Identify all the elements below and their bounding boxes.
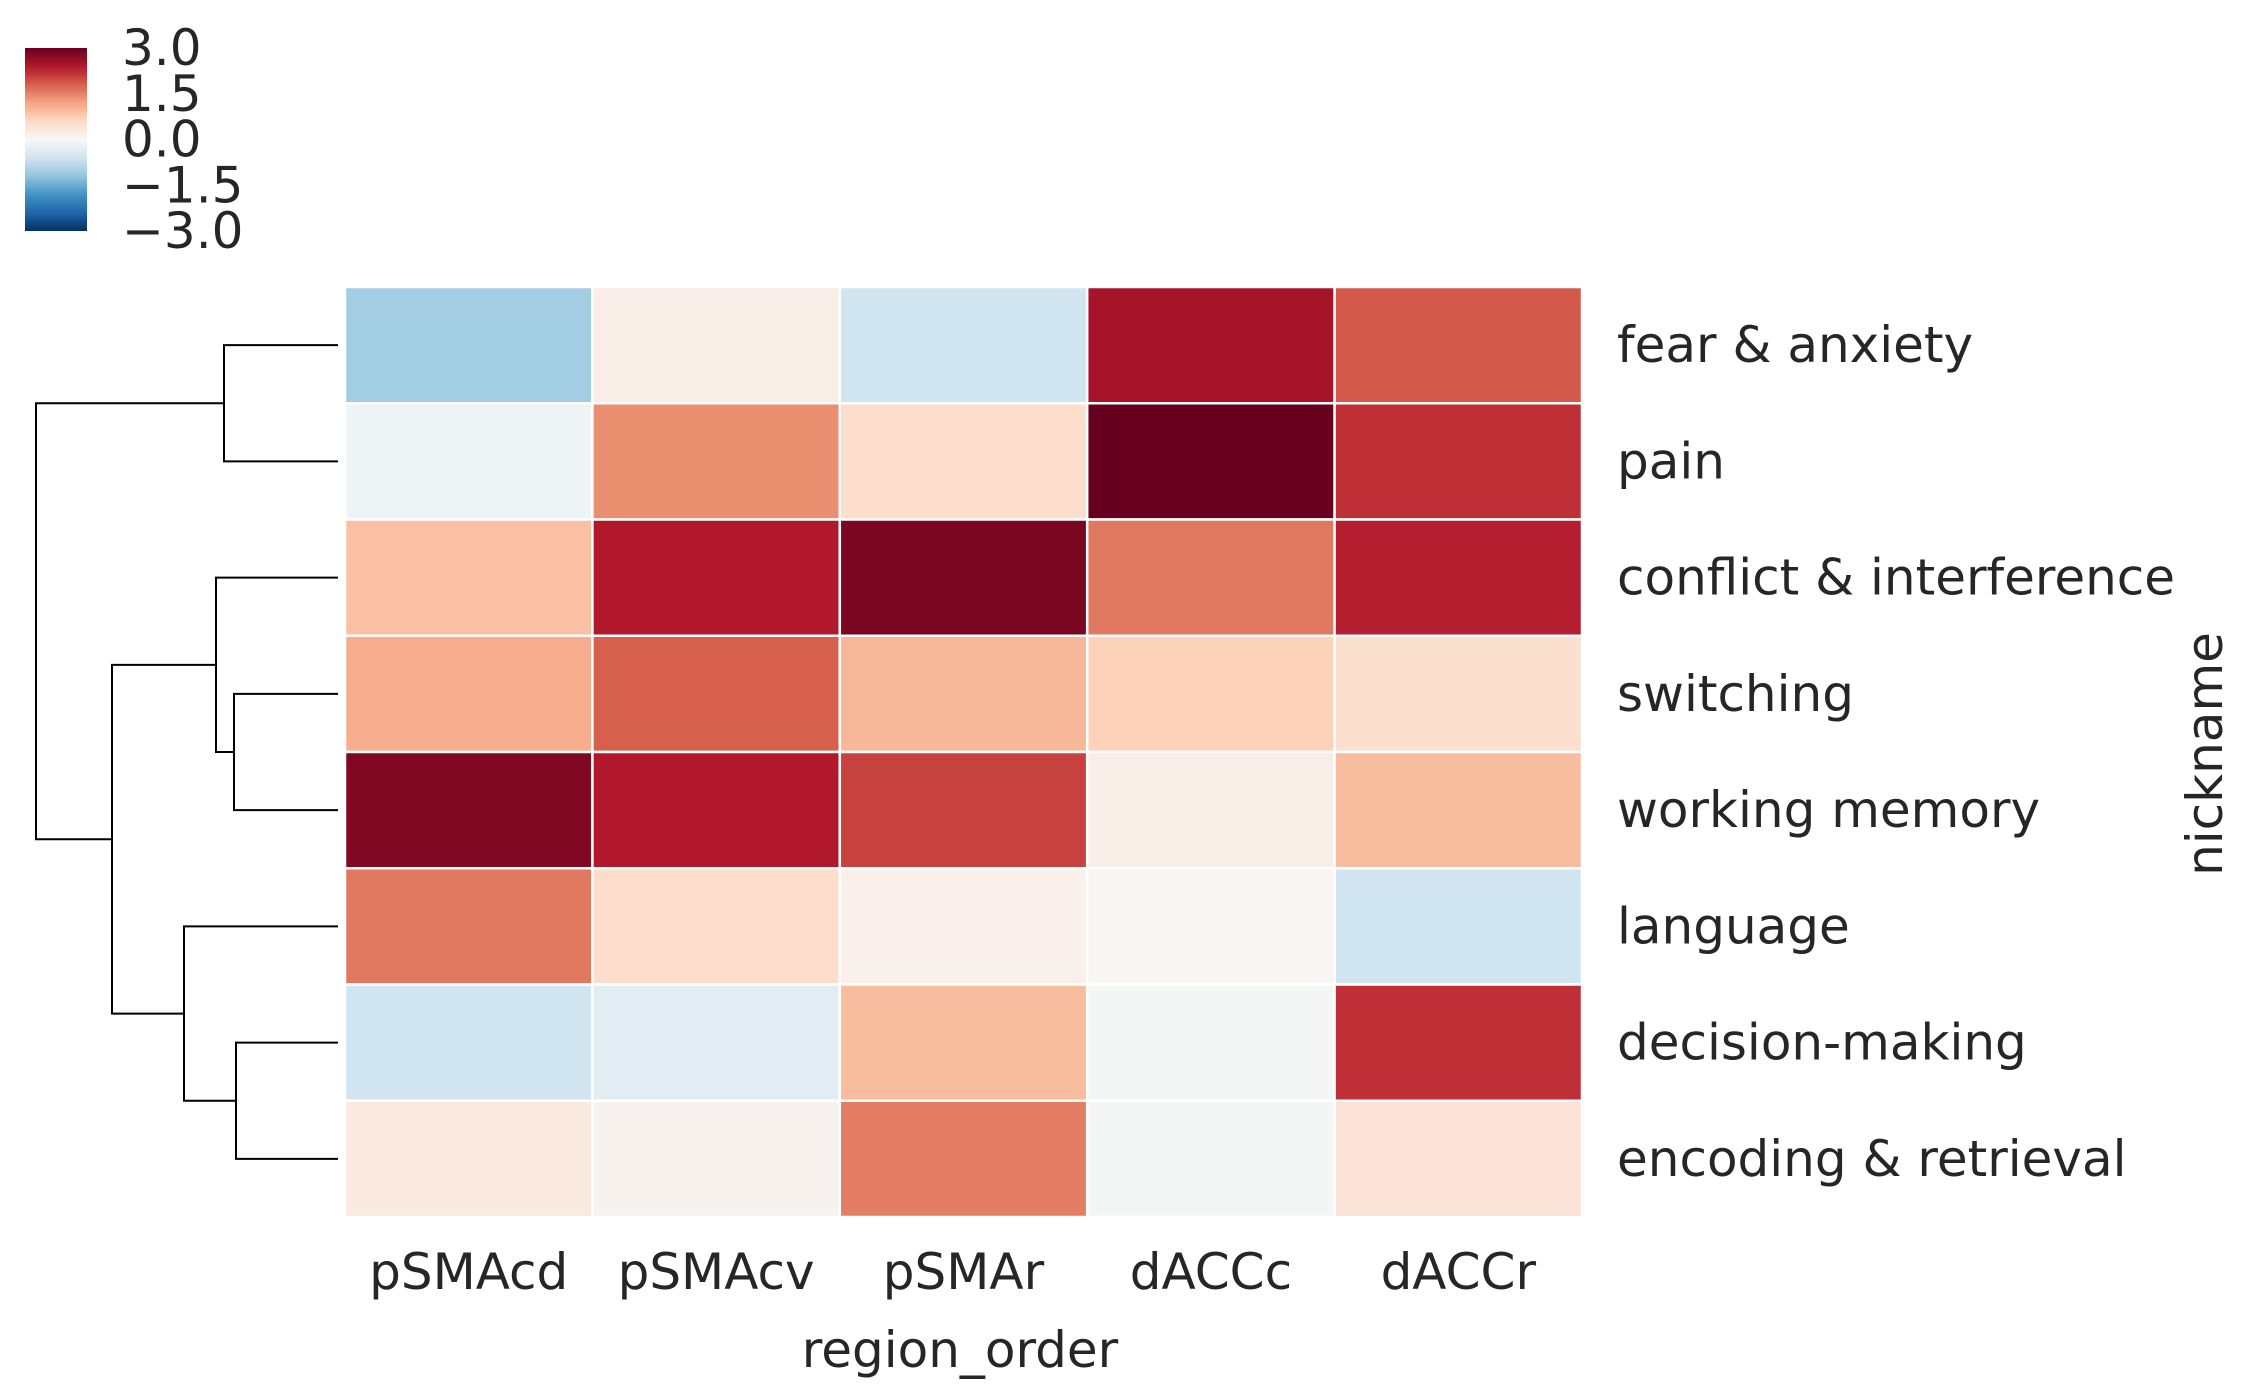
row-dendrogram <box>35 344 338 1160</box>
heatmap-cell <box>591 518 842 637</box>
row-labels: fear & anxiety pain conflict & interferenc… <box>1617 316 2175 1188</box>
dendrogram-link <box>233 692 338 812</box>
heatmap-cell <box>838 983 1089 1102</box>
column-labels: pSMAcd pSMAcv pSMAr dACCc dACCr <box>369 1243 1536 1301</box>
row-label: encoding & retrieval <box>1617 1130 2127 1188</box>
heatmap-cell <box>838 402 1089 521</box>
heatmap-cell <box>838 634 1089 754</box>
heatmap-cell <box>343 285 594 405</box>
heatmap-cell <box>1085 983 1336 1102</box>
colorbar-ticks: 3.01.50.0−1.5−3.0 <box>122 19 243 260</box>
heatmap-cell <box>591 285 842 405</box>
heatmap-cell <box>591 983 842 1102</box>
x-axis-label: region_order <box>802 1321 1119 1379</box>
heatmap-cell <box>838 518 1089 637</box>
colorbar-tick-label: 1.5 <box>122 65 202 123</box>
heatmap-cell <box>1333 518 1584 637</box>
row-label: conflict & interference <box>1617 549 2175 607</box>
colorbar-gradient <box>25 48 87 231</box>
dendrogram-link <box>235 1041 338 1160</box>
row-label: language <box>1617 897 1850 955</box>
row-label: fear & anxiety <box>1617 316 1973 374</box>
heatmap-cell <box>838 750 1089 870</box>
row-label: switching <box>1617 665 1854 723</box>
heatmap-cell <box>591 1099 842 1219</box>
column-label: dACCr <box>1381 1243 1537 1301</box>
heatmap-cell <box>1085 867 1336 986</box>
heatmap-cell <box>1333 1099 1584 1219</box>
colorbar-tick-label: −1.5 <box>122 156 243 214</box>
heatmap-cell <box>1333 402 1584 521</box>
heatmap-cell <box>343 750 594 870</box>
heatmap-cell <box>1085 1099 1336 1219</box>
dendrogram-link <box>223 344 338 463</box>
heatmap-cell <box>591 634 842 754</box>
heatmap-cell <box>1333 867 1584 986</box>
heatmap-cell <box>343 634 594 754</box>
column-label: pSMAr <box>883 1243 1045 1301</box>
heatmap-cell <box>1085 634 1336 754</box>
heatmap-cell <box>1333 983 1584 1102</box>
colorbar-tick-label: 3.0 <box>122 19 202 77</box>
colorbar-tick-label: 0.0 <box>122 111 202 169</box>
heatmap-cell <box>838 867 1089 986</box>
dendrogram-link <box>111 663 216 1015</box>
heatmap-cell <box>1085 402 1336 521</box>
heatmap-cell <box>1333 285 1584 405</box>
row-label: working memory <box>1617 781 2040 839</box>
heatmap-cell <box>343 1099 594 1219</box>
dendrogram-link <box>183 925 338 1102</box>
heatmap-cell <box>1333 634 1584 754</box>
heatmap-cell <box>591 867 842 986</box>
row-label: pain <box>1617 432 1725 490</box>
heatmap-cell <box>1085 750 1336 870</box>
heatmap-cell <box>838 285 1089 405</box>
heatmap-cell <box>591 750 842 870</box>
heatmap-cell <box>591 402 842 521</box>
heatmap-cell <box>1333 750 1584 870</box>
heatmap-cell <box>1085 285 1336 405</box>
colorbar-tick-label: −3.0 <box>122 202 243 260</box>
column-label: pSMAcd <box>369 1243 568 1301</box>
heatmap-cell <box>1085 518 1336 637</box>
heatmap-cell <box>343 983 594 1102</box>
y-axis-label: nickname <box>2176 632 2234 876</box>
heatmap-cell <box>838 1099 1089 1219</box>
heatmap-cells <box>343 285 1584 1219</box>
heatmap-cell <box>343 518 594 637</box>
column-label: dACCc <box>1130 1243 1292 1301</box>
row-label: decision-making <box>1617 1014 2027 1072</box>
heatmap-cell <box>343 867 594 986</box>
dendrogram-link <box>35 402 224 841</box>
column-label: pSMAcv <box>618 1243 815 1301</box>
colorbar: 3.01.50.0−1.5−3.0 <box>25 19 243 260</box>
heatmap-cell <box>343 402 594 521</box>
